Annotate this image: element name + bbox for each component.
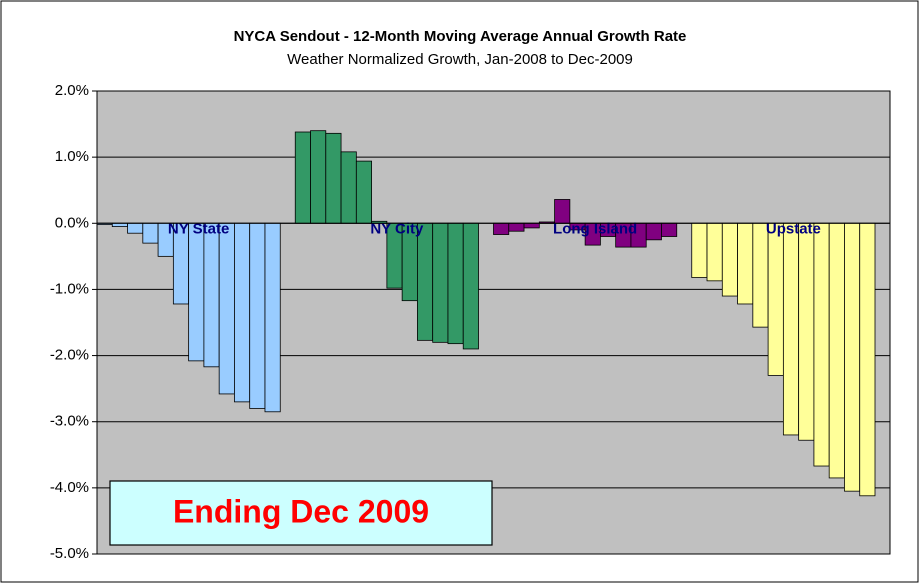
y-tick-label: -2.0% xyxy=(50,347,89,364)
bar xyxy=(508,222,525,232)
bar xyxy=(493,222,510,235)
bar xyxy=(767,222,784,376)
bar xyxy=(294,131,311,224)
series-label: NY State xyxy=(168,220,229,237)
chart-title: NYCA Sendout - 12-Month Moving Average A… xyxy=(234,28,687,45)
series-label: Long Island xyxy=(553,220,637,237)
series-label: Upstate xyxy=(766,220,821,237)
y-tick-label: -3.0% xyxy=(50,413,89,430)
bar xyxy=(447,222,464,345)
bar xyxy=(310,130,327,224)
bar xyxy=(340,151,357,224)
bar xyxy=(188,222,205,362)
y-tick-label: 0.0% xyxy=(55,214,89,231)
bar xyxy=(691,222,708,278)
bar xyxy=(859,222,876,497)
y-tick-label: -4.0% xyxy=(50,479,89,496)
bar xyxy=(813,222,830,467)
bar xyxy=(798,222,815,441)
bar xyxy=(249,222,266,409)
series-label: NY City xyxy=(370,220,424,237)
bar xyxy=(844,222,861,492)
bar xyxy=(706,222,723,282)
y-tick-label: 2.0% xyxy=(55,82,89,99)
bar xyxy=(325,132,342,224)
bar xyxy=(203,222,220,368)
annotation-box xyxy=(109,480,493,546)
y-tick-label: -1.0% xyxy=(50,280,89,297)
bar xyxy=(234,222,251,403)
y-tick-label: 1.0% xyxy=(55,148,89,165)
bar xyxy=(645,222,662,241)
bar xyxy=(721,222,738,297)
bar xyxy=(661,222,678,237)
bar xyxy=(737,222,754,305)
bar xyxy=(264,222,281,413)
bar xyxy=(417,222,434,341)
bar xyxy=(218,222,235,395)
bar xyxy=(355,160,373,224)
y-tick-label: -5.0% xyxy=(50,545,89,562)
bar xyxy=(127,222,144,234)
bar xyxy=(142,222,159,244)
bar xyxy=(523,222,540,229)
bar xyxy=(828,222,845,479)
bar xyxy=(462,222,479,350)
bar xyxy=(752,222,769,328)
bar xyxy=(432,222,449,343)
bar xyxy=(782,222,800,436)
annotation: Ending Dec 2009 xyxy=(173,493,429,529)
chart-subtitle: Weather Normalized Growth, Jan-2008 to D… xyxy=(287,51,633,68)
